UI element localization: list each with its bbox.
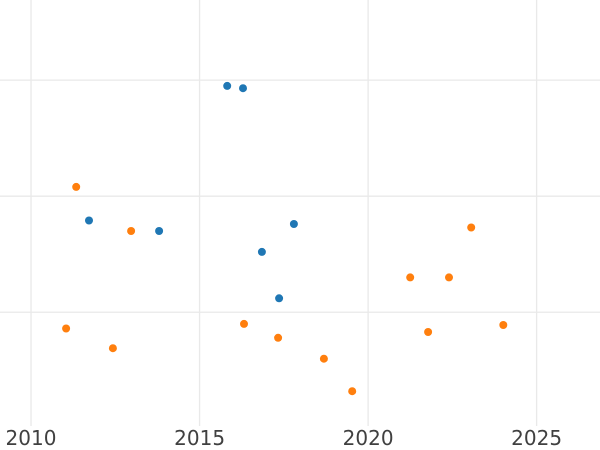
x-tick-label-2010: 2010 <box>6 426 57 450</box>
x-tick-label-2025: 2025 <box>511 426 562 450</box>
orange-series-data-point <box>445 273 453 282</box>
blue-series-data-point <box>257 247 266 256</box>
orange-series-data-point <box>274 333 283 342</box>
orange-series-data-point <box>348 387 357 396</box>
orange-series-data-point <box>319 354 328 363</box>
x-tick-label-2020: 2020 <box>343 426 394 450</box>
blue-series-data-point <box>155 227 164 235</box>
x-axis-tick-labels: 2010 2015 2020 2025 <box>6 426 563 450</box>
blue-series-data-point <box>239 84 247 93</box>
orange-series-data-point <box>467 223 476 232</box>
orange-series-data-point <box>108 344 117 353</box>
orange-series-data-point <box>127 227 136 235</box>
orange-series-data-point <box>424 328 433 336</box>
x-tick-label-2015: 2015 <box>174 426 225 450</box>
gridlines <box>0 0 600 426</box>
orange-series-data-point <box>72 182 81 191</box>
orange-series-data-point <box>499 321 508 329</box>
scatter-points <box>62 81 508 396</box>
blue-series-data-point <box>275 294 284 303</box>
orange-series-data-point <box>240 319 248 328</box>
orange-series-data-point <box>406 273 415 282</box>
blue-series-data-point <box>223 81 232 90</box>
orange-series-data-point <box>62 324 71 333</box>
blue-series-data-point <box>289 220 298 228</box>
blue-series-data-point <box>85 216 93 225</box>
